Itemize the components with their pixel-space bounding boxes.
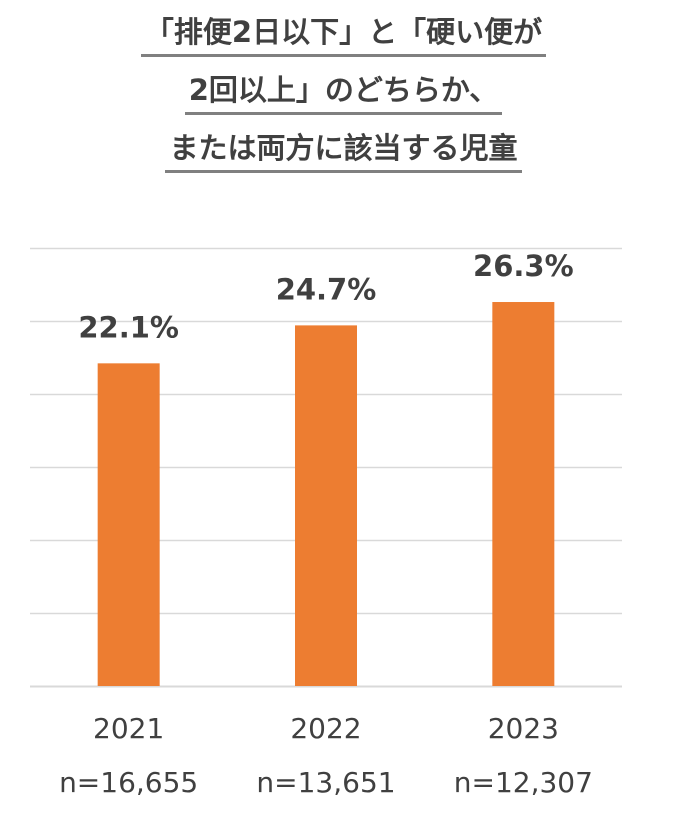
x-axis: 2021 n=16,655 2022 n=13,651 2023 n=12,307 — [59, 712, 593, 799]
sample-size-label-2023: n=12,307 — [454, 766, 593, 799]
data-label-2023: 26.3% — [473, 249, 574, 283]
data-labels: 22.1% 24.7% 26.3% — [78, 249, 573, 344]
sample-size-label-2022: n=13,651 — [256, 766, 395, 799]
x-tick-label-2022: 2022 — [290, 712, 361, 745]
bar-2022 — [295, 325, 357, 686]
title-line-1-text: 「排便2日以下」と「硬い便が — [140, 12, 547, 57]
x-tick-label-2023: 2023 — [488, 712, 559, 745]
x-tick-label-2021: 2021 — [93, 712, 164, 745]
sample-size-label-2021: n=16,655 — [59, 766, 198, 799]
data-label-2022: 24.7% — [276, 272, 377, 306]
bar-2021 — [97, 363, 160, 686]
title-line-3: または両方に該当する児童 — [0, 128, 687, 173]
title-line-2: 2回以上」のどちらか、 — [0, 70, 687, 115]
bars — [97, 302, 555, 686]
title-line-3-text: または両方に該当する児童 — [165, 128, 522, 173]
title-line-2-text: 2回以上」のどちらか、 — [184, 70, 503, 115]
title-line-1: 「排便2日以下」と「硬い便が — [0, 12, 687, 57]
data-label-2021: 22.1% — [78, 310, 179, 344]
bar-2023 — [492, 302, 555, 686]
